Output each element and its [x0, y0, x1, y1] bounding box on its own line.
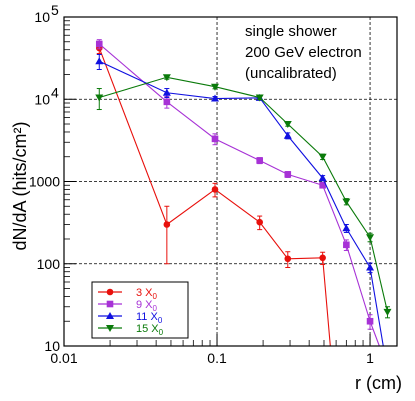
y-tick-label: 1000: [29, 174, 60, 190]
legend-swatch-marker: [106, 325, 114, 332]
data-point: [366, 317, 374, 325]
data-point: [211, 94, 220, 102]
data-point: [95, 94, 104, 102]
plot-series: [95, 39, 392, 347]
data-point: [342, 224, 351, 232]
y-tick-label: 10: [44, 338, 60, 354]
data-point: [256, 157, 263, 164]
data-point: [318, 174, 327, 182]
annotation-block: single shower 200 GeV electron (uncalibr…: [245, 23, 362, 82]
legend-swatch-marker: [106, 288, 114, 296]
x-tick-label: 0.1: [207, 350, 227, 366]
data-point: [162, 88, 171, 96]
data-point: [283, 131, 292, 139]
legend-item-1: 3 X0: [98, 287, 158, 301]
data-point: [211, 135, 219, 143]
y-tick-exponent: 4: [51, 84, 59, 100]
legend-item-3: 11 X0: [98, 311, 163, 325]
data-point: [319, 181, 326, 189]
annotation-line-3: (uncalibrated): [245, 65, 337, 82]
data-point: [319, 254, 326, 262]
data-point: [284, 171, 292, 178]
series-4: [95, 74, 392, 319]
data-point: [95, 40, 103, 48]
y-tick-label: 100: [37, 256, 61, 272]
data-point: [211, 186, 219, 193]
y-tick-label: 10: [34, 9, 50, 25]
legend-label: 3 X0: [136, 287, 158, 301]
data-point: [256, 218, 263, 226]
data-point: [283, 121, 292, 129]
annotation-line-2: 200 GeV electron: [245, 44, 362, 61]
data-point: [318, 153, 327, 161]
data-point: [366, 263, 375, 271]
data-point: [163, 98, 171, 106]
legend-label: 9 X0: [136, 299, 158, 313]
legend-swatch-marker: [106, 312, 114, 319]
data-point: [255, 94, 264, 102]
x-tick-label: 0.01: [50, 350, 77, 366]
data-point: [366, 234, 375, 242]
data-point: [383, 308, 392, 316]
series-line: [99, 76, 389, 312]
x-tick-label: 1: [366, 350, 374, 366]
y-axis-title: dN/dA (hits/cm²): [10, 121, 30, 250]
legend-item-2: 9 X0: [98, 299, 158, 313]
legend-swatch-marker: [106, 300, 114, 308]
y-tick-exponent: 5: [51, 2, 59, 18]
data-point: [343, 241, 350, 249]
legend-label: 15 X0: [136, 323, 164, 337]
data-point: [342, 198, 351, 206]
y-tick-label: 10: [34, 91, 50, 107]
data-point: [163, 221, 171, 228]
annotation-line-1: single shower: [245, 23, 337, 40]
x-axis-title: r (cm): [355, 373, 402, 393]
series-1: [95, 42, 331, 347]
data-point: [284, 255, 292, 263]
grid-lines: [64, 17, 397, 346]
data-point: [211, 83, 220, 91]
data-point: [95, 57, 104, 65]
legend-label: 11 X0: [136, 311, 163, 325]
legend-item-4: 15 X0: [98, 323, 164, 337]
data-point: [162, 74, 171, 82]
